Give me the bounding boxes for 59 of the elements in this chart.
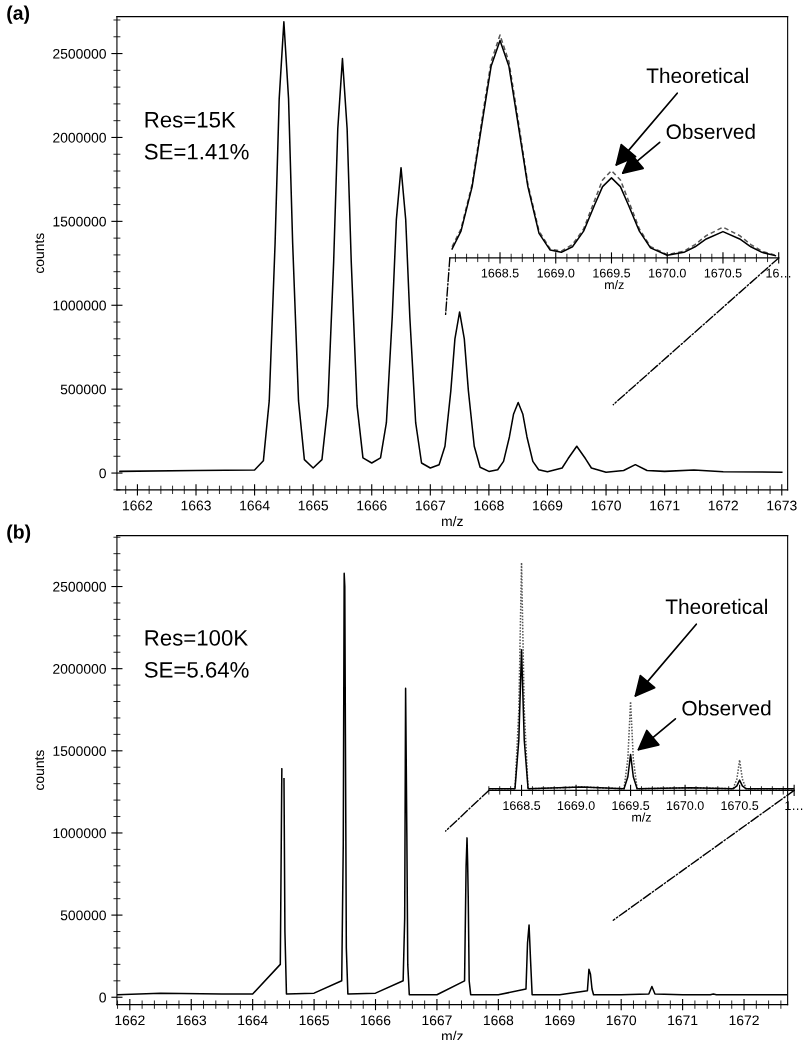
annotation: Theoretical — [665, 598, 767, 615]
y-tick-label: 2000000 — [53, 664, 106, 674]
x-tick-label: 1665 — [299, 1015, 329, 1026]
y-tick-label: 500000 — [60, 384, 106, 395]
y-tick-label: 0 — [99, 468, 106, 479]
x-tick-label: 1666 — [357, 500, 387, 511]
y-tick-label: 1500000 — [53, 216, 106, 227]
x-tick-label: 1667 — [422, 1015, 452, 1026]
annotation: Res=100K SE=5.64% — [144, 629, 249, 678]
y-tick-label: 2500000 — [53, 581, 106, 592]
x-tick-label: 1670.0 — [666, 801, 704, 810]
x-tick-label: 1669.0 — [557, 801, 595, 810]
annotation: Observed — [666, 123, 755, 140]
y-axis-title: counts — [35, 233, 45, 274]
x-tick-label: 1670 — [591, 500, 621, 511]
x-tick-label: 1663 — [181, 500, 211, 511]
x-tick-label: 1669.0 — [537, 268, 575, 278]
x-tick-label: 1662 — [115, 1015, 145, 1026]
y-tick-label: 1500000 — [53, 746, 106, 756]
y-tick-label: 2500000 — [53, 48, 106, 59]
x-tick-label: 1668.5 — [481, 268, 519, 278]
x-tick-label: 1668.5 — [503, 801, 541, 810]
x-tick-label: 1662 — [123, 500, 153, 511]
annotation: Theoretical — [646, 67, 748, 84]
x-tick-label: 1665 — [298, 500, 329, 511]
y-tick-label: 1000000 — [53, 300, 106, 311]
x-tick-label: 1671 — [668, 1015, 698, 1026]
x-axis-title: m/z — [605, 279, 624, 290]
chart-title: (b) — [7, 524, 31, 543]
x-tick-label: 1669.5 — [593, 268, 631, 278]
x-tick-label: 1670.5 — [721, 801, 759, 810]
y-tick-label: 500000 — [60, 910, 106, 921]
x-tick-label: 1669 — [533, 500, 563, 511]
y-tick-label: 0 — [99, 992, 106, 1003]
y-tick-label: 2000000 — [53, 132, 106, 143]
y-tick-label: 1000000 — [53, 828, 106, 839]
x-tick-label: 1670.5 — [704, 268, 742, 278]
x-tick-label: 1673 — [767, 500, 797, 511]
x-tick-label: 1666 — [361, 1015, 391, 1026]
x-tick-label: 1672 — [708, 500, 738, 511]
x-tick-label: 1664 — [238, 1015, 268, 1026]
x-tick-label: 1672 — [729, 1015, 759, 1026]
x-tick-label: 1671 — [650, 500, 680, 511]
x-axis-title: m/z — [442, 515, 463, 527]
x-tick-label: 1669.5 — [612, 801, 650, 810]
x-axis-title: m/z — [442, 1030, 463, 1040]
chart-title: (a) — [7, 5, 30, 24]
y-axis-title: counts — [35, 750, 45, 790]
x-tick-label: 1667 — [415, 500, 446, 511]
x-tick-label: 1669 — [545, 1015, 575, 1026]
x-tick-label: 1670 — [606, 1015, 637, 1026]
x-tick-label: 1670.0 — [649, 268, 686, 278]
x-tick-label: 1668 — [483, 1015, 514, 1026]
x-axis-title: m/z — [632, 812, 651, 822]
annotation: Observed — [682, 700, 771, 716]
x-tick-label: 1668 — [474, 500, 504, 511]
x-tick-label: 1664 — [240, 500, 270, 511]
annotation: Res=15K SE=1.41% — [144, 112, 249, 160]
x-tick-label: 1663 — [176, 1015, 207, 1026]
